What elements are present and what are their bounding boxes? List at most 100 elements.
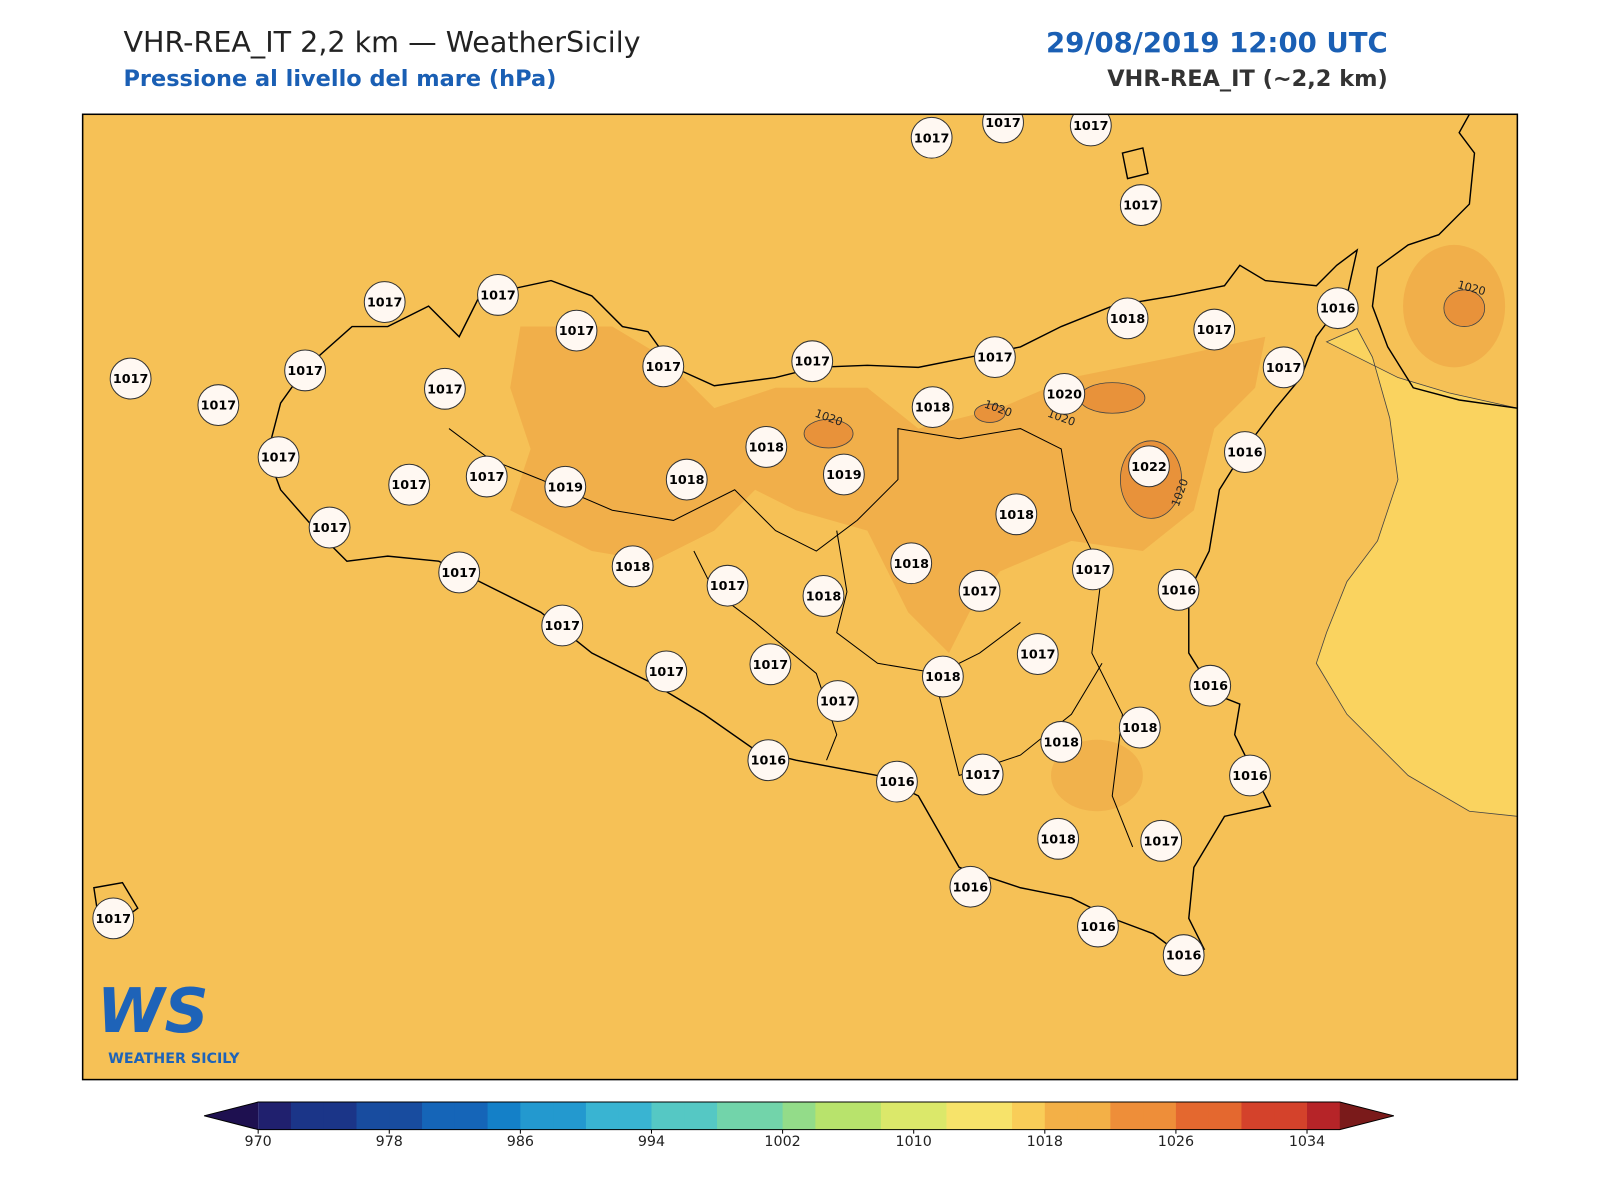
station-marker: [642, 345, 685, 388]
station-value: 1018: [893, 557, 929, 572]
station-marker: [1262, 346, 1305, 389]
colorbar-bin: [880, 1102, 915, 1130]
colorbar-bin: [553, 1102, 587, 1130]
colorbar-extend-low: [204, 1102, 259, 1130]
colorbar-tick-label: 1010: [896, 1134, 932, 1150]
station-marker: [910, 116, 953, 159]
station-value: 1017: [753, 658, 789, 673]
station-marker: [982, 114, 1024, 144]
station-marker: [1071, 548, 1114, 591]
colorbar-bin: [520, 1102, 554, 1130]
station-value: 1017: [965, 768, 1001, 783]
station-marker: [1229, 754, 1271, 797]
colorbar-bin: [1143, 1102, 1177, 1130]
station-marker: [1189, 664, 1232, 707]
colorbar-bin: [323, 1102, 358, 1130]
station-value: 1017: [287, 364, 323, 379]
station-value: 1017: [1075, 563, 1111, 578]
station-marker: [958, 569, 1001, 612]
colorbar-bin: [684, 1102, 718, 1130]
coastlines: [93, 114, 1518, 950]
logo-mark: WS: [97, 976, 209, 1047]
station-marker: [465, 455, 508, 498]
station-marker: [749, 643, 792, 686]
station-value: 1018: [925, 670, 961, 685]
station-value: 1016: [751, 754, 787, 769]
low-pressure-zone: [1315, 328, 1518, 817]
station-marker: [1119, 184, 1162, 227]
colorbar-bin: [1175, 1102, 1210, 1130]
station-marker: [791, 340, 834, 383]
station-value: 1018: [1043, 735, 1079, 750]
station-value: 1017: [1123, 199, 1159, 214]
logo-name: WEATHER SICILY: [108, 1051, 240, 1067]
field: [82, 114, 1518, 1080]
station-value: 1018: [1040, 832, 1076, 847]
station-marker: [973, 336, 1016, 379]
station-marker: [555, 309, 598, 352]
station-marker: [1037, 817, 1080, 860]
station-marker: [745, 426, 788, 468]
station-value: 1018: [1110, 312, 1146, 327]
colorbar-tick-label: 994: [638, 1134, 665, 1150]
colorbar-bin: [946, 1102, 980, 1130]
station-value: 1016: [1161, 583, 1197, 598]
station-value: 1016: [879, 775, 915, 790]
station-value: 1016: [953, 880, 989, 895]
colorbar-outline: [203, 1101, 1395, 1131]
station-marker: [611, 545, 654, 588]
datetime: 29/08/2019 12:00 UTC: [1046, 27, 1388, 59]
station-marker: [1128, 445, 1170, 488]
station-marker: [197, 384, 240, 427]
station-value: 1020: [1047, 387, 1083, 402]
station-value: 1018: [669, 473, 705, 488]
station-marker: [1106, 297, 1149, 340]
station-marker: [257, 436, 300, 479]
station-marker: [477, 273, 519, 316]
station-value: 1017: [427, 382, 463, 397]
colorbar-bin: [1077, 1102, 1111, 1130]
model: VHR-REA_IT (~2,2 km): [1107, 66, 1388, 92]
station-marker: [1193, 308, 1236, 351]
station-value: 1016: [1080, 920, 1116, 935]
station-value: 1017: [469, 470, 505, 485]
station-value: 1017: [480, 288, 516, 303]
station-value: 1017: [1266, 361, 1302, 376]
station-value: 1017: [559, 324, 595, 339]
station-value: 1017: [985, 116, 1020, 131]
station-marker: [747, 739, 790, 782]
colorbar-tick-label: 1034: [1289, 1134, 1325, 1150]
station-value: 1017: [544, 619, 580, 634]
colorbar-bin: [1012, 1102, 1046, 1130]
station-value: 1019: [826, 468, 862, 483]
station-value: 1017: [820, 695, 856, 710]
colorbar-bin: [913, 1102, 947, 1130]
station-value: 1016: [1166, 949, 1202, 964]
station-marker: [1016, 633, 1059, 675]
colorbar-bin: [487, 1102, 521, 1130]
colorbar-bin: [422, 1102, 456, 1130]
colorbar-bin: [585, 1102, 620, 1130]
colorbar: 970 978 986 994 1002 1010 1018 1026 1034: [203, 1101, 1395, 1150]
station-value: 1017: [312, 521, 348, 536]
station-value: 1017: [261, 451, 297, 466]
station-value: 1017: [977, 351, 1012, 366]
station-marker: [822, 453, 865, 496]
colorbar-tick-label: 986: [507, 1134, 534, 1150]
station-marker: [284, 349, 327, 392]
station-value: 1017: [1197, 323, 1233, 338]
station-marker: [1162, 934, 1205, 977]
station-value: 1017: [391, 478, 427, 493]
station-marker: [1043, 372, 1086, 415]
station-marker: [109, 357, 152, 400]
colorbar-bin: [1274, 1102, 1308, 1130]
colorbar-bin: [1044, 1102, 1079, 1130]
station-marker: [1140, 819, 1183, 862]
station-value: 1019: [548, 480, 584, 495]
station-marker: [1118, 706, 1161, 749]
colorbar-bin: [1307, 1102, 1341, 1130]
station-marker: [802, 575, 845, 617]
station-marker: [876, 760, 918, 803]
